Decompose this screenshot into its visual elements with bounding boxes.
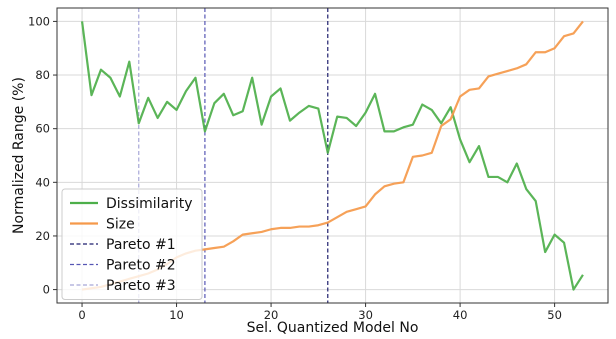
y-tick-label: 20 — [35, 229, 50, 243]
legend-label: Dissimilarity — [106, 196, 193, 212]
y-tick-label: 60 — [35, 122, 50, 136]
legend-label: Size — [106, 217, 135, 233]
y-tick-label: 80 — [35, 68, 50, 82]
x-tick-label: 10 — [169, 308, 184, 322]
legend-box — [61, 188, 203, 300]
series-line-dissimilarity — [80, 21, 584, 291]
plot-frame — [56, 7, 609, 304]
legend-label: Pareto #2 — [106, 258, 176, 274]
legend-label: Pareto #1 — [106, 237, 176, 253]
x-tick-label: 20 — [264, 308, 279, 322]
y-tick-label: 100 — [28, 14, 50, 28]
y-tick-label: 40 — [35, 175, 50, 189]
x-axis-label: Sel. Quantized Model No — [247, 320, 419, 336]
legend-label: Pareto #3 — [106, 278, 176, 294]
y-tick-label: 0 — [43, 283, 50, 297]
legend: Dissimilarity Size Pareto #1 Pareto #2 Paret… — [61, 188, 203, 300]
y-axis-label: Normalized Range (%) — [11, 77, 27, 234]
x-tick-label: 30 — [358, 308, 373, 322]
axis-ticks: 0 10 20 30 40 50 0 20 40 60 80 100 — [28, 14, 562, 322]
x-tick-label: 0 — [78, 308, 85, 322]
x-tick-label: 40 — [453, 308, 468, 322]
x-tick-label: 50 — [547, 308, 562, 322]
pareto-lines — [138, 8, 329, 303]
